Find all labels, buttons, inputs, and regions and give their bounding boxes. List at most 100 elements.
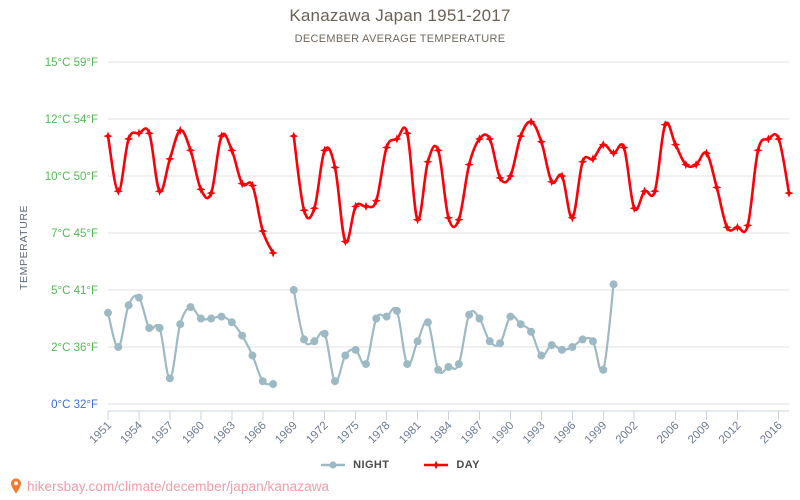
legend-label-day: DAY [456, 459, 480, 471]
chart-title: Kanazawa Japan 1951-2017 [289, 6, 511, 25]
day-data-point [216, 131, 227, 141]
day-data-point [454, 215, 464, 225]
day-data-point [516, 131, 526, 141]
day-data-point [536, 137, 546, 147]
night-data-point [351, 345, 360, 354]
night-data-point [310, 337, 319, 346]
night-data-point [423, 318, 432, 327]
night-data-point [176, 320, 185, 329]
day-data-point [712, 182, 722, 192]
footer-url-text: hikersbay.com/climate/december/japan/kan… [27, 478, 330, 494]
chart-legend: NIGHT DAY [0, 459, 800, 471]
day-data-point [763, 134, 773, 144]
y-tick-label: 5°C 41°F [51, 285, 98, 297]
x-tick-label: 1975 [335, 420, 362, 447]
day-data-point [732, 222, 743, 232]
day-data-point [660, 120, 670, 130]
night-data-point [434, 365, 443, 374]
day-data-point [320, 145, 330, 155]
day-data-point [134, 128, 144, 138]
chart-subtitle: DECEMBER AVERAGE TEMPERATURE [294, 33, 506, 45]
night-data-point [258, 377, 267, 386]
night-data-point [392, 306, 401, 315]
day-data-point [629, 203, 639, 213]
day-data-point [258, 226, 268, 236]
night-data-point [599, 365, 608, 374]
night-data-point [320, 329, 329, 338]
y-tick-label: 0°C 32°F [51, 399, 98, 411]
x-tick-label: 1951 [88, 420, 115, 447]
night-data-point [124, 301, 133, 310]
y-tick-label: 12°C 54°F [45, 114, 98, 126]
night-data-point [361, 360, 370, 369]
day-data-point [588, 154, 598, 164]
legend-item-night[interactable]: NIGHT [320, 459, 389, 471]
day-data-point [423, 157, 433, 167]
x-tick-label: 1990 [490, 420, 517, 447]
day-data-point [619, 142, 629, 153]
day-data-point [361, 201, 371, 211]
day-data-point [412, 215, 423, 225]
day-data-point [247, 180, 258, 191]
day-data-point [691, 160, 701, 170]
night-data-point [300, 335, 309, 344]
night-data-point [609, 280, 618, 289]
night-data-point [207, 314, 216, 323]
day-data-point [299, 205, 309, 215]
day-data-point [381, 142, 392, 153]
night-data-point [506, 312, 515, 321]
night-data-point [537, 351, 546, 360]
day-data-point [743, 220, 753, 230]
day-data-point [547, 177, 557, 187]
night-data-point [382, 312, 391, 321]
night-data-point [403, 360, 412, 369]
day-data-point [670, 140, 681, 150]
legend-label-night: NIGHT [353, 459, 390, 471]
night-data-point [331, 377, 339, 386]
x-axis [107, 410, 789, 420]
night-data-point [496, 339, 505, 348]
night-data-point [248, 351, 257, 360]
day-data-point [144, 128, 154, 138]
night-data-point [527, 327, 536, 336]
day-data-point [175, 125, 185, 135]
night-data-point [413, 337, 422, 346]
day-data-point [289, 131, 299, 141]
day-data-point [340, 236, 350, 247]
y-tick-label: 15°C 59°F [45, 57, 98, 69]
night-data-point [558, 345, 566, 354]
night-data-point [578, 335, 587, 344]
day-data-point [701, 148, 712, 158]
x-tick-label: 2012 [717, 420, 744, 447]
day-data-point [206, 188, 216, 198]
x-tick-label: 1963 [211, 420, 238, 447]
night-data-point [155, 324, 164, 332]
x-tick-label: 1960 [180, 420, 207, 447]
day-data-point [753, 145, 763, 155]
gridlines [108, 61, 789, 405]
series-night [104, 280, 618, 389]
day-data-point [722, 222, 732, 232]
x-tick-label: 2009 [686, 420, 713, 447]
night-data-point [465, 310, 474, 319]
x-tick-label: 1996 [552, 420, 579, 447]
day-data-point [309, 203, 319, 213]
day-data-point [784, 188, 794, 198]
x-tick-label: 1954 [118, 419, 145, 446]
day-data-point [433, 145, 443, 155]
footer-source[interactable]: hikersbay.com/climate/december/japan/kan… [10, 478, 329, 494]
y-tick-label: 7°C 45°F [51, 228, 98, 240]
x-tick-label: 2002 [614, 420, 641, 447]
day-data-point [392, 134, 402, 144]
legend-item-day[interactable]: DAY [423, 459, 479, 471]
night-data-point [134, 293, 143, 302]
day-data-point [185, 145, 196, 155]
night-data-point [269, 380, 278, 389]
x-axis-tick-labels: 1951 1954 1957 1960 1963 1966 1969 1972 1975 1978… [88, 419, 785, 446]
night-data-point [114, 343, 123, 351]
night-data-point [454, 360, 463, 369]
day-data-point [154, 186, 165, 196]
day-data-point [650, 186, 660, 196]
x-tick-label: 1972 [304, 420, 331, 447]
night-data-point [186, 303, 195, 312]
